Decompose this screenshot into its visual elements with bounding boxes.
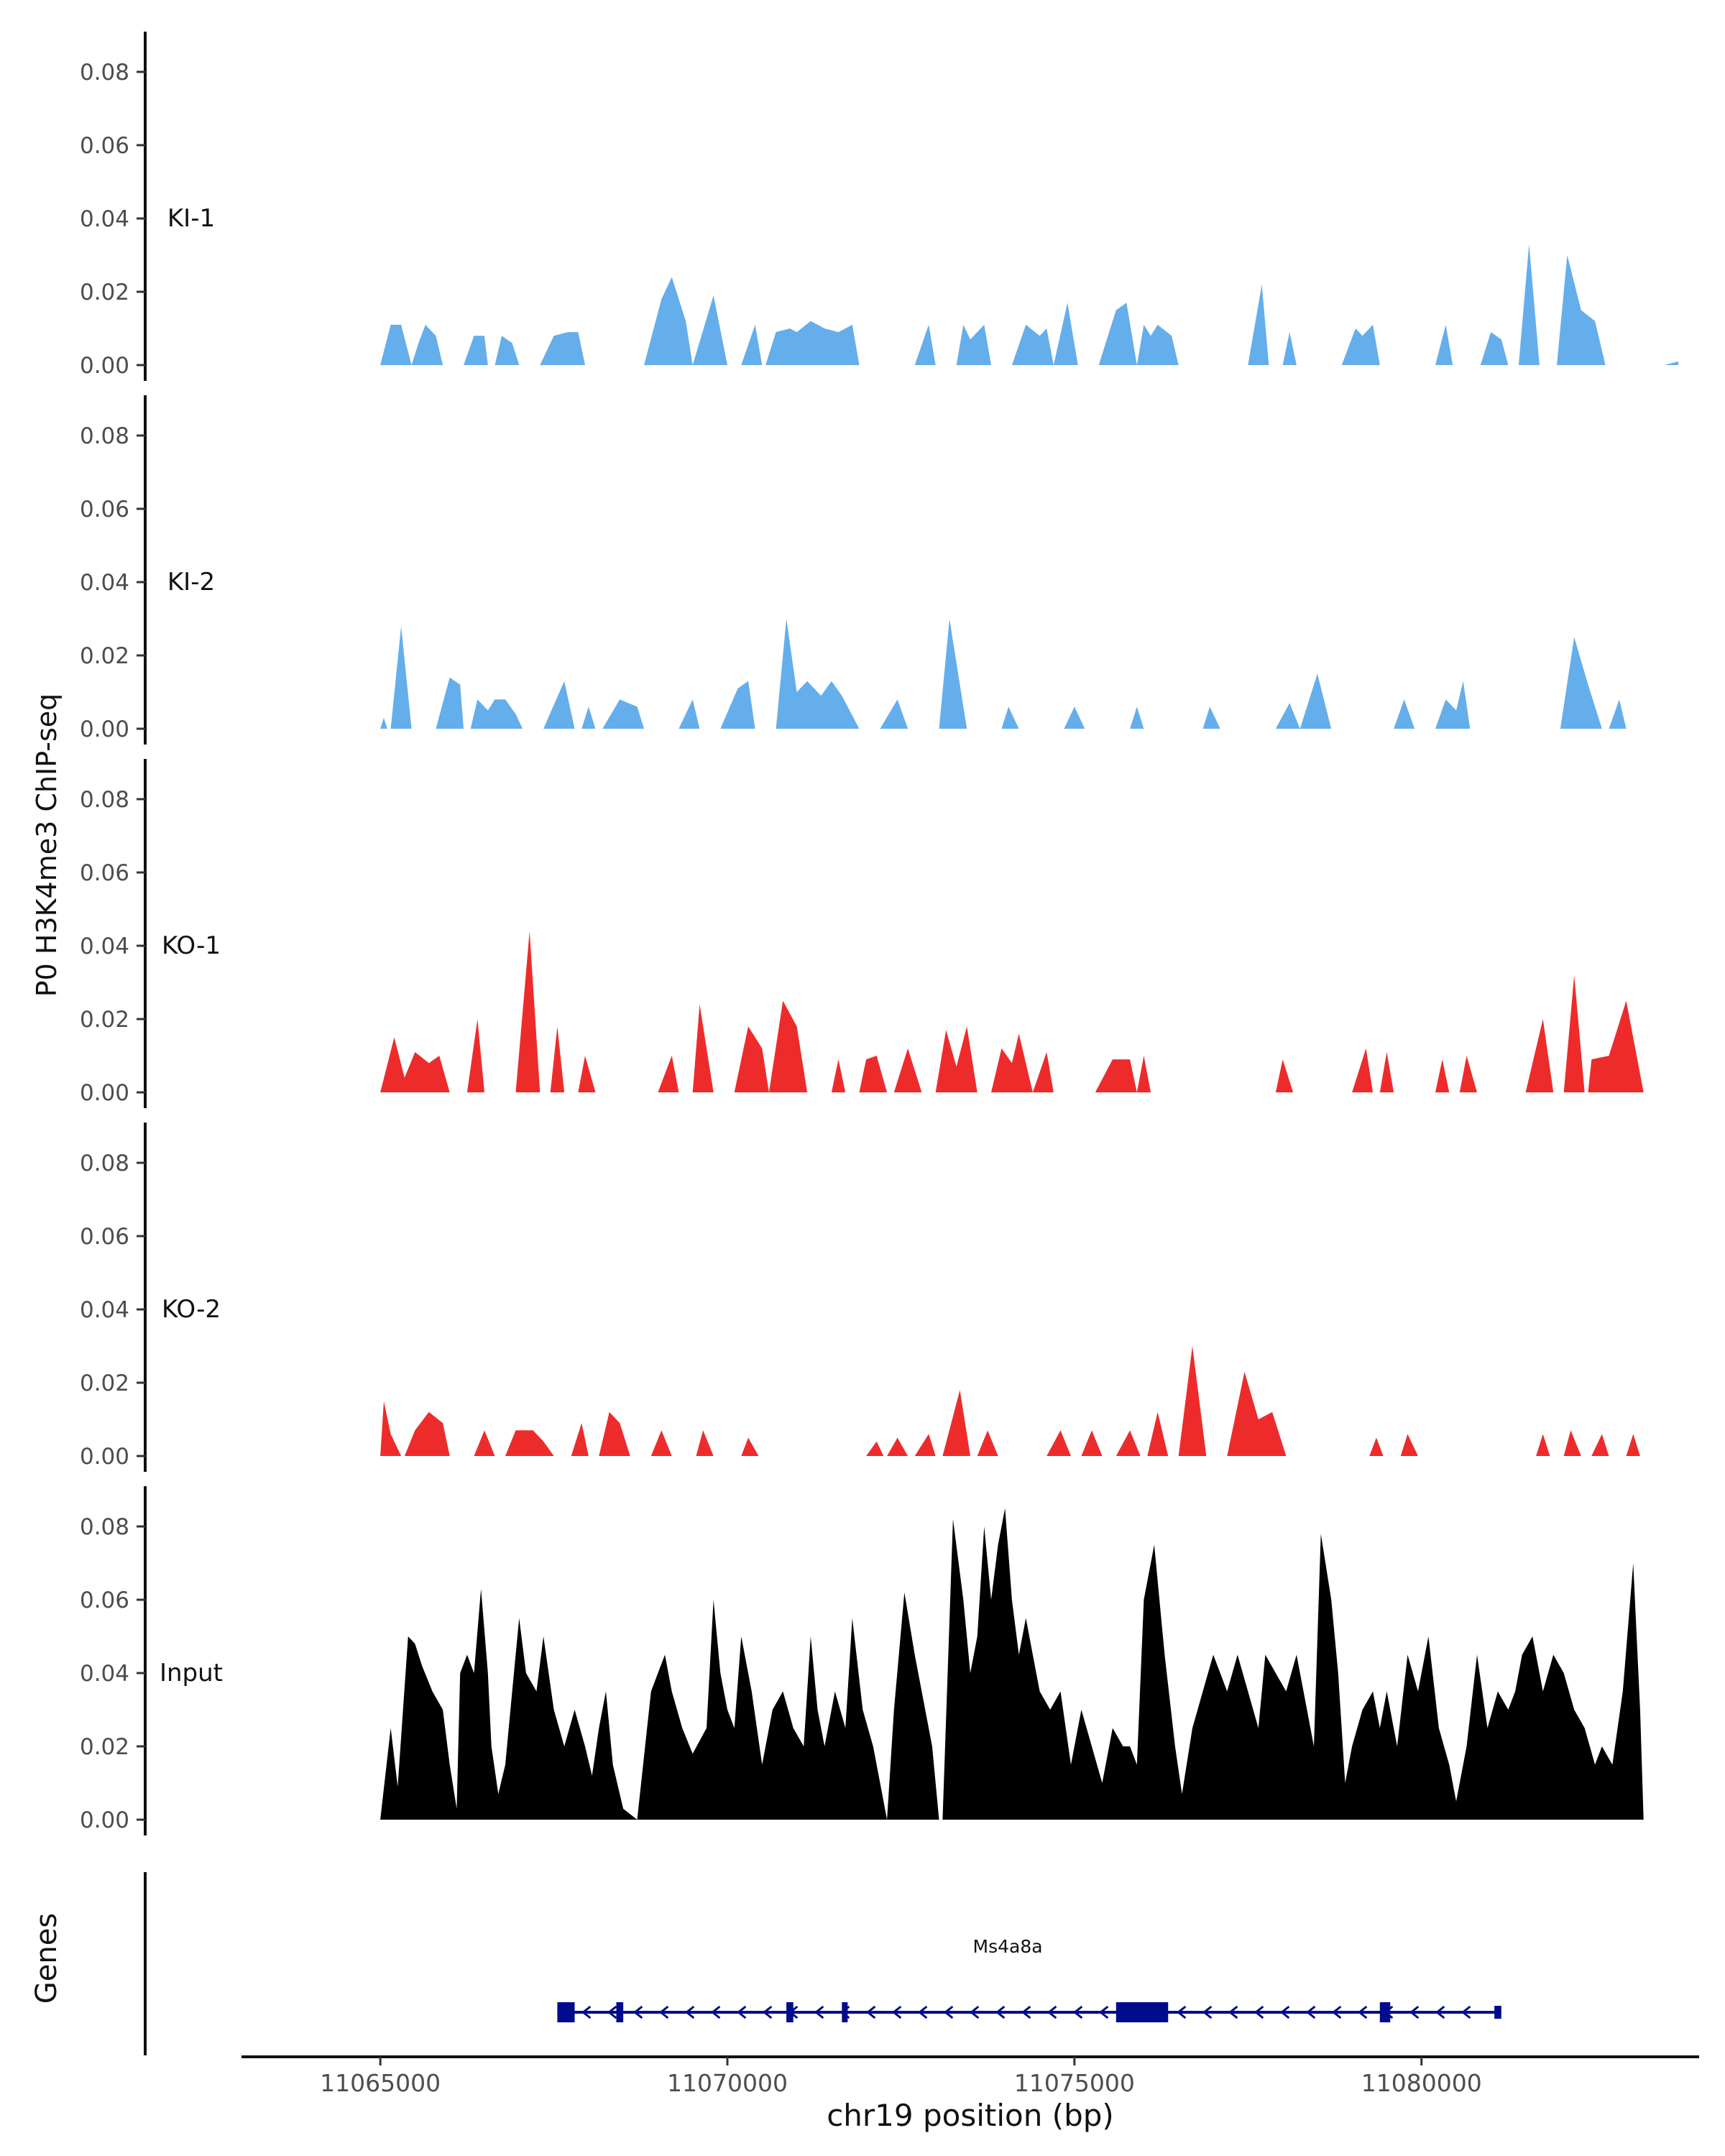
x-tick-label: 11080000 xyxy=(1361,2069,1482,2097)
gene-track: Genes Ms4a8a xyxy=(30,1872,1501,2055)
strand-arrow xyxy=(1046,2005,1057,2019)
gene-exon xyxy=(1494,2006,1501,2019)
track-label: KO-2 xyxy=(162,1295,221,1324)
gene-exon xyxy=(557,2002,575,2022)
signal-area-ki-2 xyxy=(380,619,1627,729)
y-tick-label: 0.08 xyxy=(80,1514,129,1540)
y-tick-label: 0.04 xyxy=(80,1661,129,1687)
genes-track-label: Genes xyxy=(30,1913,63,2004)
strand-arrow xyxy=(1331,2005,1342,2019)
signal-area-input xyxy=(380,1508,1644,1820)
gene-name-label: Ms4a8a xyxy=(973,1936,1043,1957)
x-tick-label: 11070000 xyxy=(667,2069,788,2097)
y-tick-label: 0.08 xyxy=(80,60,129,86)
track-panel-ko-2: 0.00 0.02 0.04 0.06 0.08 KO-2 xyxy=(80,1123,1640,1472)
y-tick-label: 0.00 xyxy=(80,1444,129,1470)
track-panel-ki-2: 0.00 0.02 0.04 0.06 0.08 KI-2 xyxy=(80,395,1627,745)
y-tick-label: 0.06 xyxy=(80,133,129,159)
signal-area-ko-1 xyxy=(380,931,1644,1092)
strand-arrow xyxy=(814,2005,824,2019)
y-tick-label: 0.02 xyxy=(80,280,129,305)
strand-arrow xyxy=(1435,2005,1445,2019)
strand-arrow xyxy=(1176,2005,1187,2019)
y-axis-title: P0 H3K4me3 ChIP-seq xyxy=(31,694,63,998)
x-axis-title: chr19 position (bp) xyxy=(827,2098,1114,2133)
strand-arrow xyxy=(969,2005,980,2019)
y-tick-label: 0.04 xyxy=(80,570,129,596)
y-tick-label: 0.00 xyxy=(80,1807,129,1833)
signal-panels: 0.00 0.02 0.04 0.06 0.08 KI-1 0.00 0.02 0.04 0.06… xyxy=(80,32,1678,1835)
y-tick-label: 0.00 xyxy=(80,717,129,742)
track-panel-input: 0.00 0.02 0.04 0.06 0.08 Input xyxy=(80,1486,1644,1835)
y-tick-label: 0.02 xyxy=(80,643,129,669)
gene-exon xyxy=(1116,2002,1169,2022)
gene-exon xyxy=(616,2002,624,2022)
strand-arrow xyxy=(736,2005,747,2019)
strand-arrow xyxy=(1279,2005,1290,2019)
strand-arrow xyxy=(684,2005,695,2019)
x-axis-ticks: 11065000 11070000 11075000 11080000 xyxy=(320,2057,1482,2097)
gene-exon xyxy=(1379,2002,1391,2022)
y-tick-label: 0.02 xyxy=(80,1370,129,1396)
strand-arrow xyxy=(632,2005,643,2019)
strand-arrow xyxy=(1409,2005,1420,2019)
strand-arrow xyxy=(891,2005,902,2019)
x-axis: 11065000 11070000 11075000 11080000 chr19 p… xyxy=(242,2055,1699,2133)
gene-exon xyxy=(842,2002,848,2022)
track-panel-ki-1: 0.00 0.02 0.04 0.06 0.08 KI-1 xyxy=(80,32,1678,381)
y-tick-label: 0.06 xyxy=(80,497,129,522)
track-label: KI-2 xyxy=(167,568,215,596)
y-tick-label: 0.06 xyxy=(80,860,129,886)
strand-arrow xyxy=(1460,2005,1471,2019)
y-tick-label: 0.08 xyxy=(80,423,129,449)
strand-arrow xyxy=(1021,2005,1031,2019)
signal-area-ki-1 xyxy=(380,244,1678,365)
x-tick-label: 11065000 xyxy=(320,2069,441,2097)
gene-model xyxy=(557,2002,1501,2022)
y-tick-label: 0.08 xyxy=(80,1151,129,1176)
y-tick-label: 0.04 xyxy=(80,934,129,959)
strand-arrow xyxy=(917,2005,928,2019)
strand-arrow xyxy=(1254,2005,1264,2019)
y-tick-label: 0.08 xyxy=(80,787,129,813)
strand-arrow xyxy=(1202,2005,1213,2019)
y-tick-label: 0.06 xyxy=(80,1224,129,1250)
gene-exon xyxy=(786,2002,794,2022)
y-tick-label: 0.00 xyxy=(80,1080,129,1106)
track-panel-ko-1: 0.00 0.02 0.04 0.06 0.08 KO-1 xyxy=(80,759,1644,1108)
y-tick-label: 0.02 xyxy=(80,1007,129,1033)
strand-arrow xyxy=(607,2005,617,2019)
strand-arrow xyxy=(865,2005,876,2019)
track-label: KI-1 xyxy=(167,204,215,233)
strand-arrow xyxy=(995,2005,1006,2019)
strand-arrow xyxy=(1305,2005,1316,2019)
strand-arrow xyxy=(943,2005,954,2019)
y-tick-label: 0.02 xyxy=(80,1734,129,1760)
strand-arrow xyxy=(1228,2005,1238,2019)
strand-arrow xyxy=(1098,2005,1109,2019)
strand-arrow xyxy=(710,2005,721,2019)
x-tick-label: 11075000 xyxy=(1014,2069,1135,2097)
strand-arrow xyxy=(762,2005,773,2019)
y-tick-label: 0.04 xyxy=(80,206,129,232)
strand-arrow xyxy=(658,2005,669,2019)
y-tick-label: 0.04 xyxy=(80,1297,129,1323)
track-label: KO-1 xyxy=(162,931,221,960)
track-label: Input xyxy=(160,1659,223,1687)
y-tick-label: 0.00 xyxy=(80,353,129,379)
strand-arrow xyxy=(1357,2005,1368,2019)
y-tick-label: 0.06 xyxy=(80,1588,129,1613)
strand-arrow xyxy=(1072,2005,1083,2019)
strand-arrow xyxy=(581,2005,592,2019)
